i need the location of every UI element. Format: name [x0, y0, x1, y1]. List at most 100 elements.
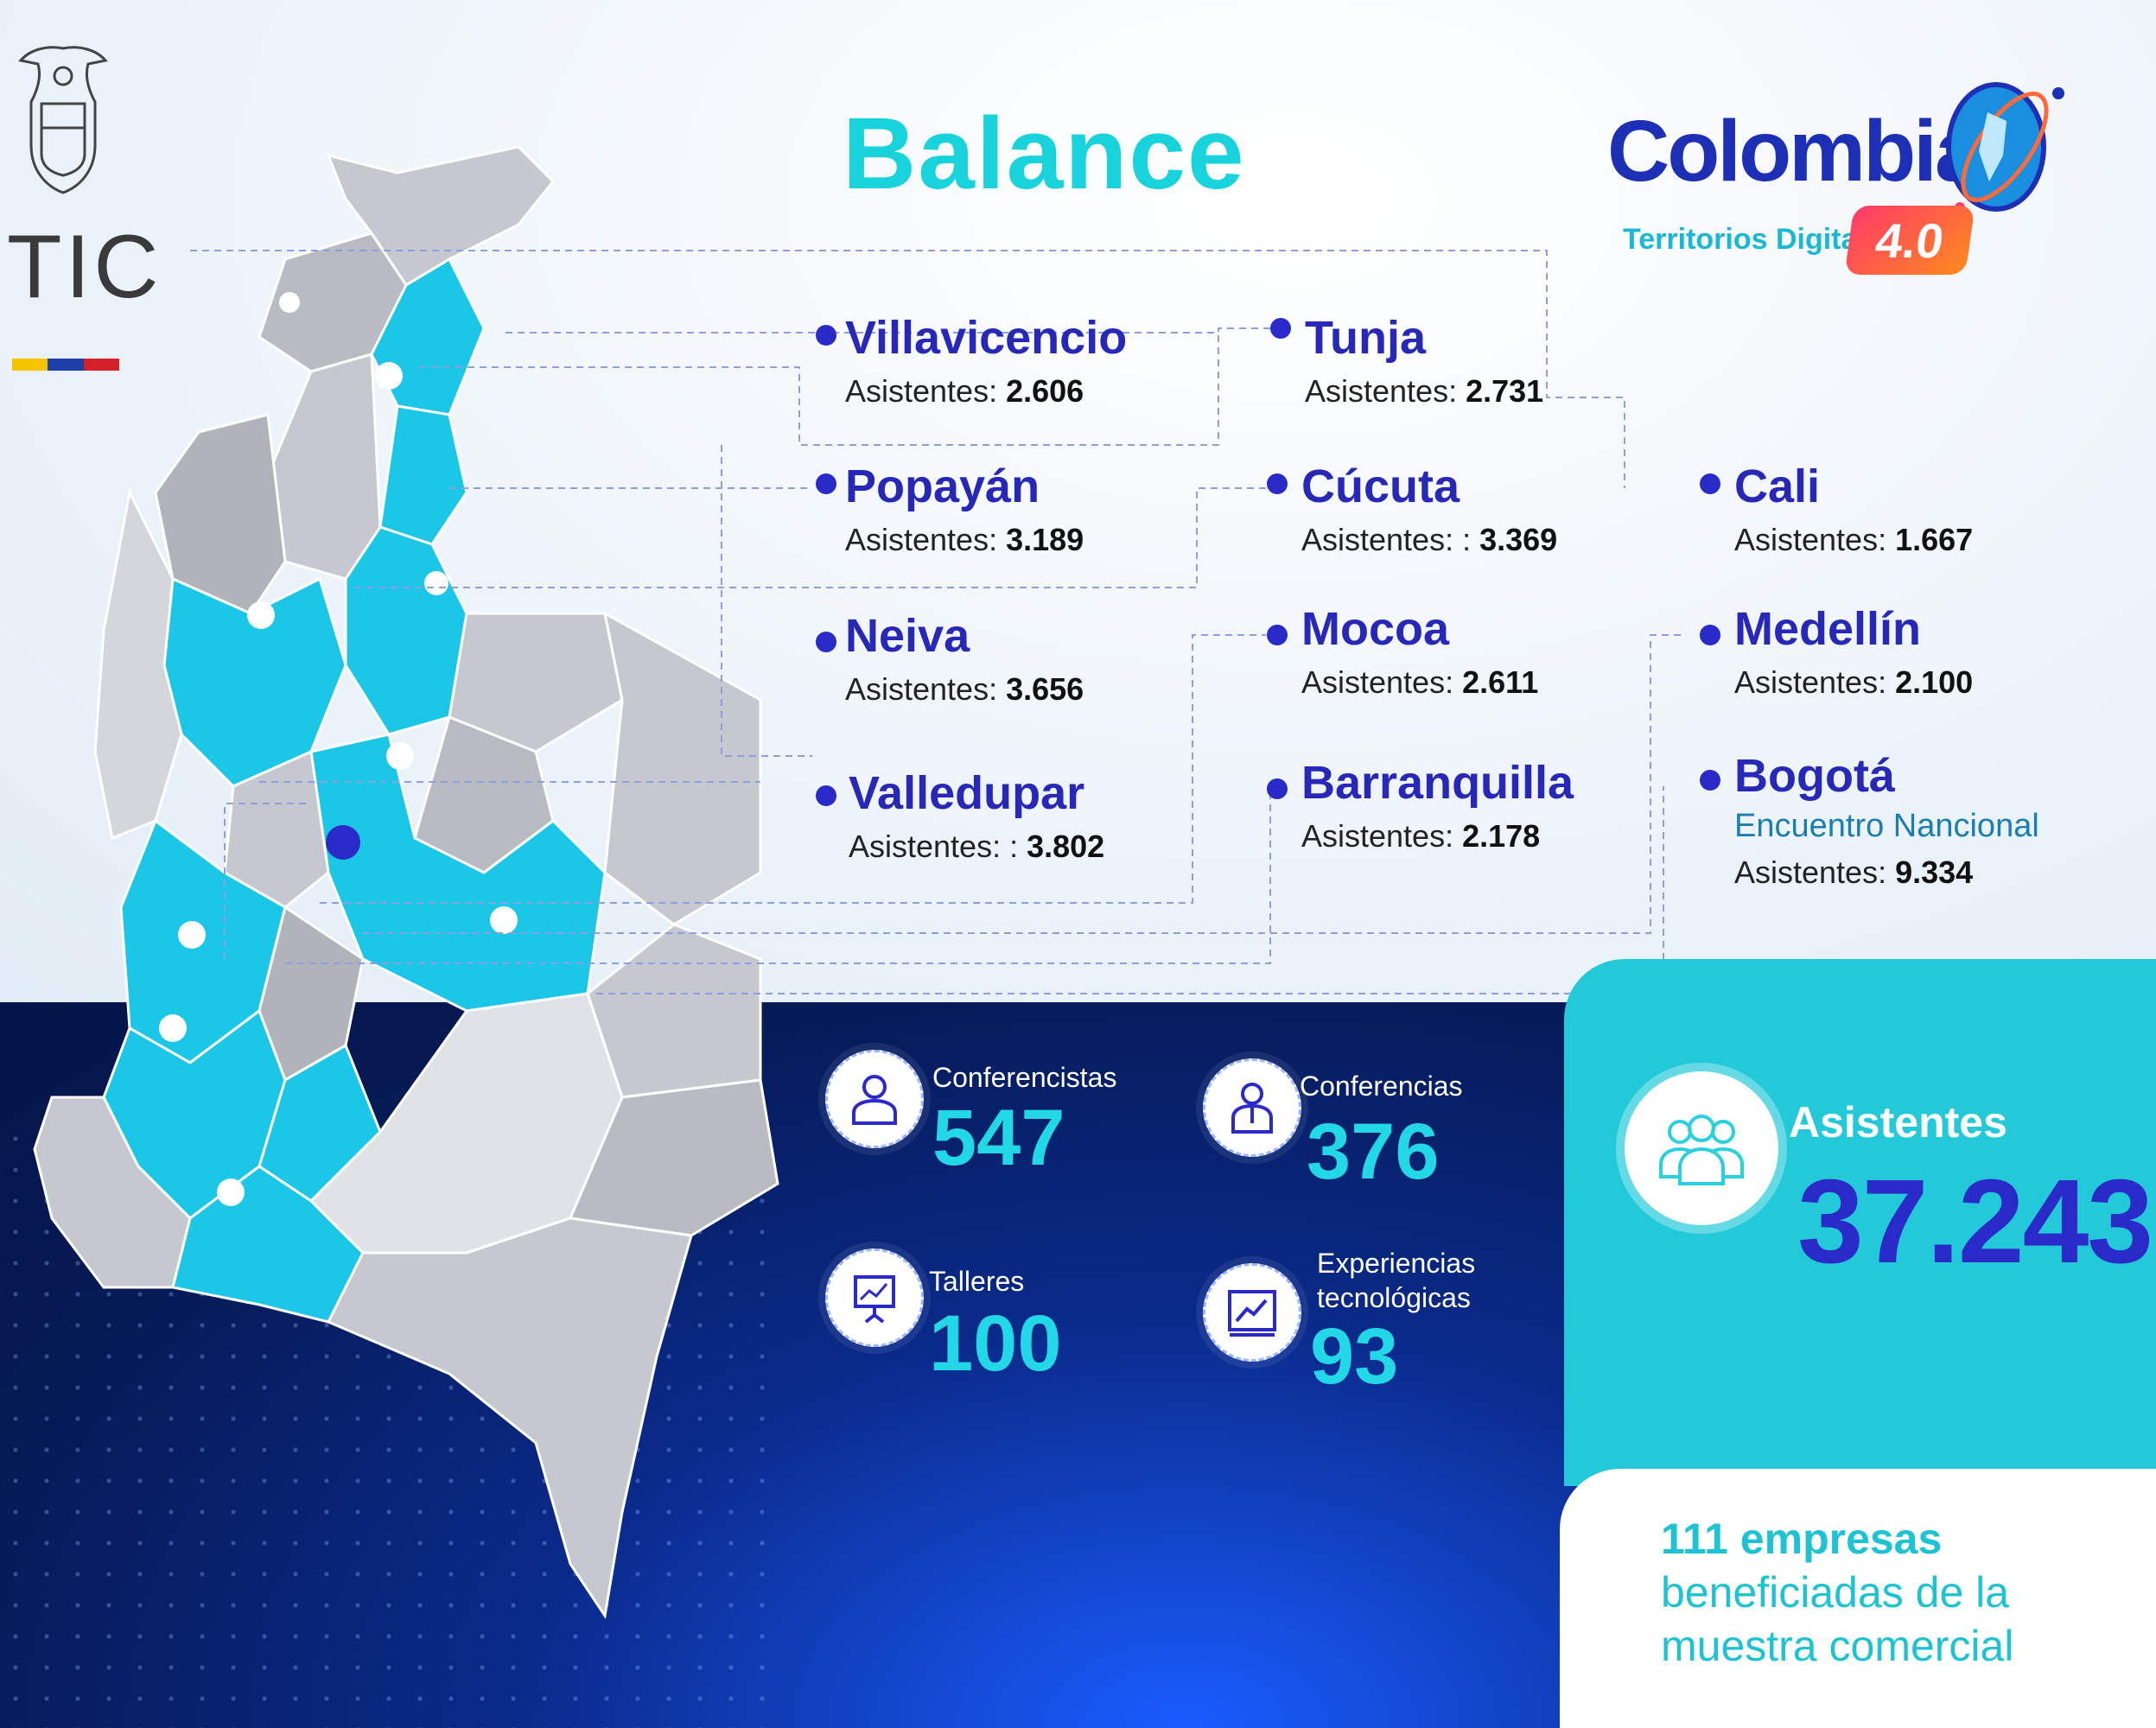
map-city-markers	[159, 292, 518, 1206]
city-cucuta: Cúcuta Asistentes: : 3.369	[1267, 458, 1557, 565]
attendance-label: Asistentes:	[845, 522, 998, 557]
stat-label: Experiencias tecnológicas	[1317, 1248, 1476, 1313]
attendance-value: 3.189	[1006, 522, 1084, 557]
stat-label: Conferencias	[1300, 1070, 1463, 1102]
city-bullet	[1700, 770, 1720, 791]
attendance-value: 3.369	[1479, 522, 1558, 557]
city-bullet	[816, 632, 836, 652]
city-name: Tunja	[1305, 312, 1426, 364]
stat-value: 100	[929, 1299, 1062, 1388]
city-mocoa: Mocoa Asistentes: 2.611	[1267, 600, 1538, 708]
city-name: Villavicencio	[845, 312, 1128, 364]
attendance-label: Asistentes: :	[1301, 522, 1472, 557]
city-bullet	[1700, 473, 1720, 494]
city-popayan: Popayán Asistentes: 3.189	[816, 458, 1084, 565]
city-bullet	[816, 325, 836, 346]
stat-label: Conferencistas	[932, 1062, 1117, 1093]
page-title: Balance	[843, 97, 1246, 211]
city-name: Barranquilla	[1301, 757, 1574, 809]
chart-screen-icon	[1203, 1263, 1301, 1362]
map-marker	[424, 571, 448, 595]
map-region-cesar	[378, 404, 468, 546]
attendance-value: 2.611	[1462, 664, 1539, 700]
city-name: Valledupar	[849, 767, 1085, 819]
map-marker	[178, 921, 206, 949]
city-attendance: Asistentes: 9.334	[1734, 848, 2039, 898]
city-neiva: Neiva Asistentes: 3.656	[816, 607, 1084, 715]
city-attendance: Asistentes: 2.611	[1301, 658, 1538, 708]
city-attendance: Asistentes: : 3.369	[1301, 515, 1557, 565]
city-attendance: Asistentes: 3.189	[845, 515, 1084, 565]
map-region-arauca	[448, 612, 624, 753]
city-name: Cúcuta	[1301, 461, 1460, 512]
attendance-label: Asistentes:	[1305, 373, 1458, 409]
attendance-label: Asistentes:	[1734, 664, 1887, 700]
city-name: Neiva	[845, 610, 970, 662]
attendance-value: 9.334	[1895, 854, 1974, 890]
city-bullet	[1267, 473, 1288, 494]
map-marker	[375, 362, 403, 390]
note-rest: beneficiadas de la muestra comercial	[1661, 1568, 2014, 1670]
city-bogota: Bogotá Encuentro Nancional Asistentes: 9…	[1700, 747, 2039, 898]
city-attendance: Asistentes: 3.656	[845, 664, 1084, 715]
map-marker	[490, 906, 518, 934]
city-bullet	[1267, 625, 1288, 645]
flag-stripe	[12, 359, 119, 371]
attendance-value: 3.802	[1027, 829, 1105, 864]
note-panel	[1560, 1469, 2156, 1728]
globe-icon	[1946, 82, 2064, 213]
attendance-label: Asistentes:	[1301, 664, 1454, 700]
city-valledupar: Valledupar Asistentes: : 3.802	[816, 765, 1105, 872]
city-barranquilla: Barranquilla Asistentes: 2.178	[1267, 754, 1574, 861]
city-villavicencio: Villavicencio Asistentes: 2.606	[816, 309, 1128, 416]
attendance-label: Asistentes:	[845, 671, 998, 707]
city-attendance: Asistentes: 2.731	[1305, 366, 1543, 416]
logo-text: TIC	[7, 217, 162, 317]
stat-value: 93	[1310, 1312, 1399, 1401]
attendance-value: 1.667	[1895, 522, 1974, 557]
map-marker	[159, 1014, 187, 1042]
whiteboard-icon	[825, 1248, 924, 1347]
stat-label: Talleres	[929, 1266, 1025, 1297]
map-marker	[217, 1178, 245, 1206]
attendance-value: 2.731	[1466, 373, 1544, 409]
city-tunja: Tunja Asistentes: 2.731	[1270, 309, 1543, 416]
stat-value: 547	[932, 1094, 1065, 1182]
city-name: Bogotá	[1734, 750, 1895, 802]
city-bullet	[1700, 625, 1720, 645]
city-note: Encuentro Nancional	[1734, 808, 2039, 844]
attendance-label: Asistentes:	[1734, 854, 1887, 890]
note-strong: 111 empresas	[1661, 1515, 1943, 1563]
total-value: 37.243	[1797, 1155, 2153, 1288]
total-label: Asistentes	[1789, 1098, 2007, 1147]
map-marker	[386, 742, 414, 770]
attendance-value: 2.178	[1462, 818, 1541, 854]
city-bullet	[1270, 318, 1291, 339]
city-cali: Cali Asistentes: 1.667	[1700, 458, 1973, 565]
attendance-value: 3.656	[1006, 671, 1084, 707]
total-panel	[1564, 959, 2156, 1486]
city-name: Medellín	[1734, 603, 1922, 655]
city-name: Popayán	[845, 461, 1040, 512]
city-name: Cali	[1734, 461, 1821, 512]
city-attendance: Asistentes: 2.606	[845, 366, 1127, 416]
attendance-value: 2.606	[1006, 373, 1084, 409]
attendance-label: Asistentes: :	[849, 829, 1019, 864]
map-region-vaupes	[568, 1078, 779, 1237]
attendance-label: Asistentes:	[1301, 818, 1454, 854]
city-attendance: Asistentes: 2.178	[1301, 811, 1574, 861]
stat-value: 376	[1307, 1108, 1440, 1196]
presenter-icon	[1203, 1058, 1301, 1157]
map-region-guaviare	[586, 923, 762, 1099]
brand-name: Colombia	[1607, 103, 1983, 200]
city-bullet	[816, 473, 836, 494]
city-name: Mocoa	[1301, 603, 1450, 655]
attendance-value: 2.100	[1895, 664, 1974, 700]
map-marker	[279, 292, 300, 313]
attendance-label: Asistentes:	[845, 373, 998, 409]
city-attendance: Asistentes: 1.667	[1734, 515, 1973, 565]
attendance-label: Asistentes:	[1734, 522, 1887, 557]
map-marker-bogota	[326, 825, 360, 860]
city-attendance: Asistentes: 2.100	[1734, 658, 1973, 708]
city-medellin: Medellín Asistentes: 2.100	[1700, 600, 1973, 708]
